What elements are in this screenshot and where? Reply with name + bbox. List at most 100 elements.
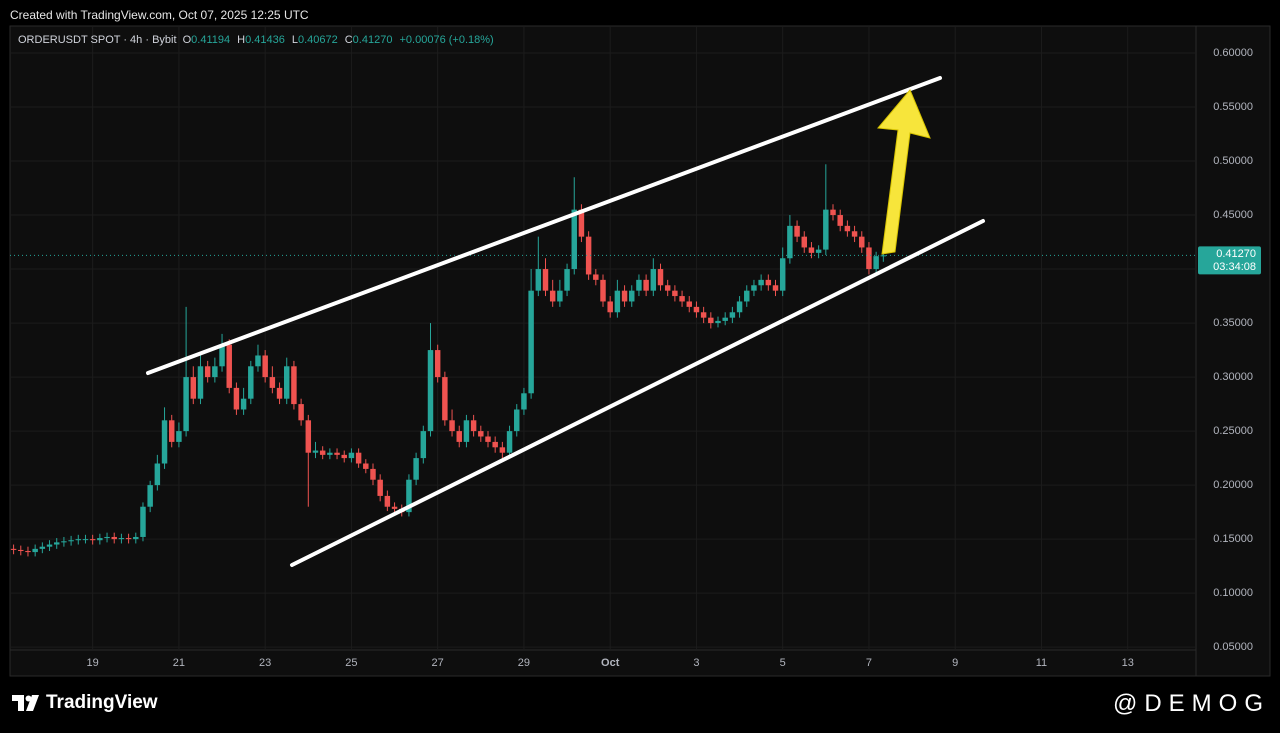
y-tick-label: 0.45000 (1213, 209, 1253, 221)
candle-body (700, 312, 707, 318)
candle-body (485, 436, 491, 442)
candle-body (629, 290, 635, 302)
candle-body (104, 536, 110, 539)
candle-body (787, 225, 793, 259)
candle-body (859, 236, 865, 248)
chart-panel (9, 25, 1271, 677)
candle-body (341, 454, 347, 459)
candle-body (75, 539, 82, 541)
target-arrow (877, 89, 931, 255)
info-key: O (182, 34, 192, 46)
candle-body (61, 541, 67, 543)
y-tick-label: 0.15000 (1213, 533, 1253, 545)
candle-body (204, 366, 211, 378)
candle-body (291, 366, 297, 405)
candle-body (578, 209, 585, 237)
candle-body (765, 279, 772, 286)
candle-body (248, 366, 254, 399)
candle-body (111, 536, 117, 540)
candle-body (758, 279, 764, 286)
candle-body (233, 387, 240, 410)
candle-body (312, 450, 319, 453)
candle-body (384, 495, 391, 507)
candle-body (607, 301, 613, 313)
candle-body (370, 468, 376, 480)
info-key: C (344, 34, 353, 46)
candle-body (549, 290, 556, 302)
y-tick-label: 0.05000 (1213, 641, 1253, 653)
candle-body (794, 225, 800, 237)
candle-body (585, 236, 592, 275)
candle-body (542, 269, 549, 291)
ohlc: O0.41194 H0.41436 L0.40672 C0.41270 (180, 34, 397, 46)
x-tick-label: 23 (259, 657, 271, 669)
candle-body (334, 452, 340, 455)
candle-body (844, 225, 851, 232)
candle-body (262, 355, 268, 378)
candle-body (621, 290, 628, 302)
candle-body (456, 431, 462, 442)
y-tick-label: 0.55000 (1213, 101, 1253, 113)
candles (10, 164, 1196, 557)
candle-body (557, 290, 563, 302)
candle-body (39, 546, 46, 549)
candle-body (190, 377, 197, 399)
brand-logo (12, 695, 39, 711)
candle-body (564, 269, 570, 291)
candle-body (679, 296, 685, 302)
candle-body (240, 398, 247, 410)
candle-body (89, 539, 96, 541)
candle-body (427, 350, 434, 432)
channel-upper (146, 76, 942, 375)
watermark: @DEMOG (1112, 690, 1270, 717)
x-tick-label: 25 (345, 657, 357, 669)
info-value: 0.40672 (297, 34, 338, 46)
candle-body (636, 279, 642, 291)
candle-body (521, 393, 527, 410)
y-tick-label: 0.30000 (1213, 371, 1253, 383)
candle-body (808, 247, 815, 253)
candle-body (305, 420, 312, 453)
candle-body (442, 377, 448, 421)
candle-body (571, 209, 577, 270)
grid (10, 26, 1196, 650)
candle-body (880, 255, 887, 257)
candle-body (18, 549, 24, 552)
candle-body (729, 312, 736, 318)
candle-body (82, 539, 89, 541)
candle-body (363, 463, 369, 469)
candle-body (751, 285, 757, 291)
info-key: H (237, 34, 246, 46)
last-price-label: 0.41270 (1216, 248, 1256, 260)
candle-body (593, 274, 599, 280)
x-tick-label: 29 (518, 657, 530, 669)
candle-body (463, 420, 470, 442)
candle-body (377, 479, 383, 496)
candle-body (823, 209, 829, 250)
candle-body (420, 431, 427, 459)
candle-body (212, 366, 218, 378)
candle-body (118, 538, 125, 540)
candle-body (815, 249, 822, 253)
y-tick-label: 0.20000 (1213, 479, 1253, 491)
candle-body (276, 387, 283, 399)
candle-body (801, 236, 807, 248)
x-tick-label: Oct (601, 657, 620, 669)
candle-body (168, 420, 175, 442)
candle-body (53, 542, 60, 545)
candle-body (219, 344, 225, 367)
candle-body (650, 269, 657, 291)
candle-body (470, 420, 477, 432)
candle-body (269, 377, 276, 388)
candle-body (664, 285, 671, 291)
info-key: L (291, 34, 298, 46)
candle-body (736, 301, 743, 313)
candle-body (478, 431, 484, 437)
candle-body (715, 320, 721, 324)
x-tick-label: 7 (866, 657, 872, 669)
x-tick-label: 3 (693, 657, 699, 669)
last-price-tag (1198, 246, 1261, 275)
info-value: 0.41436 (245, 34, 285, 46)
candle-body (499, 447, 506, 453)
